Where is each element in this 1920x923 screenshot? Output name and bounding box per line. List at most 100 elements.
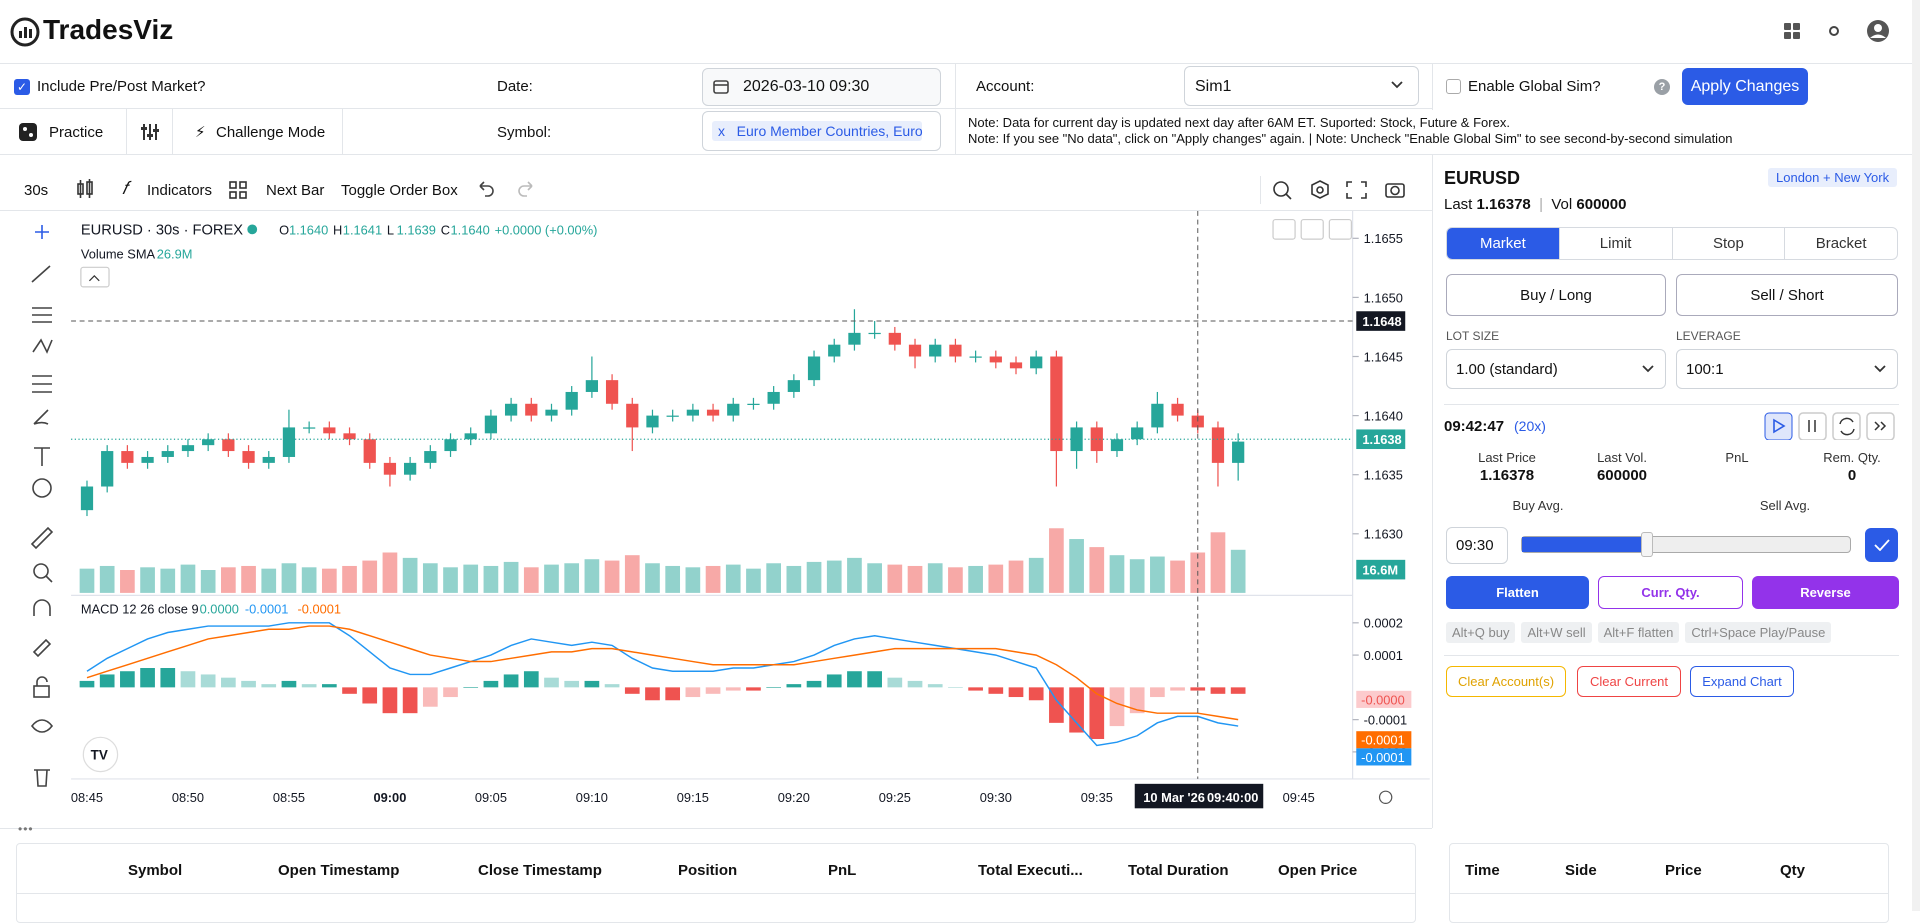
column-header[interactable]: Open Timestamp	[278, 862, 400, 879]
buy-avg: Buy Avg.	[1512, 498, 1564, 513]
start-time-input[interactable]	[1446, 527, 1508, 564]
volume-bar	[382, 552, 398, 593]
progress-slider[interactable]	[1521, 536, 1851, 553]
column-header[interactable]: Close Timestamp	[478, 862, 602, 879]
macd-histogram-bar	[1109, 687, 1125, 727]
buy-button[interactable]: Buy / Long	[1446, 274, 1666, 316]
x-tick-label: 09:45	[1283, 790, 1315, 805]
ohlc-key: L	[387, 222, 394, 237]
volume-bar	[564, 563, 580, 593]
column-header[interactable]: Symbol	[128, 862, 183, 879]
header	[0, 0, 1920, 64]
challenge-mode[interactable]: Challenge Mode	[216, 124, 326, 141]
playback-controls[interactable]	[1764, 412, 1900, 440]
column-header[interactable]: Time	[1465, 862, 1500, 879]
volume-bar	[422, 563, 438, 593]
executions-table	[1449, 843, 1889, 923]
indicators[interactable]: Indicators	[147, 182, 213, 199]
clear-accounts-button[interactable]: Clear Account(s)	[1446, 666, 1566, 697]
shortcut: Alt+F flatten	[1597, 622, 1680, 643]
volume-bar	[1170, 560, 1185, 593]
y-tick-label: 1.1635	[1364, 468, 1403, 483]
toggle-order-box[interactable]: Toggle Order Box	[341, 182, 458, 199]
macd-value-box	[1356, 731, 1412, 749]
macd-histogram-bar	[1170, 687, 1185, 691]
macd-histogram-bar	[483, 680, 499, 688]
candle-body	[646, 415, 659, 428]
layout-icon[interactable]	[229, 181, 247, 199]
order-tab[interactable]: Market	[1447, 228, 1559, 259]
drag-handle[interactable]: •••	[18, 822, 34, 836]
macd-histogram-bar	[503, 674, 519, 688]
leverage-select[interactable]	[1676, 349, 1898, 389]
crosshair-time-box	[1134, 783, 1264, 809]
shortcut: Alt+Q buy	[1446, 622, 1516, 643]
slider-handle[interactable]	[1641, 532, 1653, 557]
apply-button[interactable]: Apply Changes	[1682, 68, 1808, 105]
column-header[interactable]: Total Executi...	[978, 862, 1083, 879]
date-input[interactable]	[702, 68, 941, 106]
candle-body	[868, 332, 881, 335]
reverse-button[interactable]: Reverse	[1752, 576, 1899, 609]
ohlc-value: 1.1639	[397, 222, 436, 237]
next-bar[interactable]: Next Bar	[266, 182, 325, 199]
sliders-icon[interactable]	[140, 122, 160, 142]
volume-bar	[1069, 539, 1084, 593]
column-header[interactable]: PnL	[828, 862, 857, 879]
sell-button[interactable]: Sell / Short	[1676, 274, 1898, 316]
volume-bar	[221, 567, 236, 593]
interval[interactable]: 30s	[24, 182, 49, 199]
candle-icon[interactable]	[76, 179, 94, 199]
order-tab[interactable]: Limit	[1558, 228, 1672, 259]
column-header[interactable]: Open Price	[1278, 862, 1358, 879]
symbol-remove[interactable]: x	[718, 123, 725, 139]
volume-bar	[1150, 556, 1165, 593]
column-header[interactable]: Qty	[1780, 862, 1806, 879]
include-prepost: Include Pre/Post Market?	[37, 78, 206, 95]
flatten-button[interactable]: Flatten	[1446, 576, 1589, 609]
macd-histogram-bar	[382, 687, 398, 714]
candle-body	[626, 403, 639, 428]
lot-select[interactable]	[1446, 349, 1666, 389]
practice[interactable]: Practice	[49, 124, 104, 141]
account-select[interactable]	[1184, 66, 1419, 106]
confirm-button[interactable]	[1865, 528, 1898, 562]
last-line: Last 1.16378 | Vol 600000	[1444, 196, 1627, 213]
clear-current-button[interactable]: Clear Current	[1577, 666, 1681, 697]
order-tab[interactable]: Bracket	[1784, 228, 1897, 259]
order-tab[interactable]: Stop	[1671, 228, 1785, 259]
volume-bar	[624, 555, 640, 593]
session-badge: London + New York	[1768, 168, 1898, 187]
curr-qty-button[interactable]: Curr. Qty.	[1598, 576, 1743, 609]
help[interactable]: ?	[1654, 79, 1670, 95]
scrollbar[interactable]	[1912, 0, 1920, 911]
column-header[interactable]: Price	[1665, 862, 1702, 879]
volume-bar	[544, 564, 559, 593]
chevron	[1642, 365, 1654, 373]
macd-histogram-bar	[948, 687, 963, 688]
drawing-tools[interactable]	[0, 212, 70, 802]
column-header[interactable]: Side	[1565, 862, 1597, 879]
volume-bar	[604, 560, 620, 593]
ohlc-value: 1.1640	[451, 222, 490, 237]
chevron	[1391, 81, 1403, 89]
volume-bar	[200, 569, 216, 593]
checkbox[interactable]: ✓	[14, 79, 30, 95]
expand-chart-button[interactable]: Expand Chart	[1690, 666, 1794, 697]
column-header[interactable]: Position	[678, 862, 738, 879]
volume-sma: 26.9M	[157, 247, 193, 262]
logo	[10, 17, 40, 47]
checkbox[interactable]	[1446, 79, 1461, 94]
symbol-chip: x Euro Member Countries, Euro	[712, 121, 923, 141]
x-tick-label: 09:10	[576, 790, 608, 805]
macd-histogram-bar	[847, 671, 862, 688]
chart-tools[interactable]	[1270, 178, 1420, 202]
column-header[interactable]: Total Duration	[1128, 862, 1229, 879]
volume-bar	[180, 564, 196, 593]
header-icons[interactable]	[1782, 20, 1902, 44]
candle-body	[121, 451, 134, 463]
volume-current: 16.6M	[1362, 563, 1398, 578]
undo-redo[interactable]	[474, 180, 544, 200]
volume-bar	[968, 565, 983, 593]
